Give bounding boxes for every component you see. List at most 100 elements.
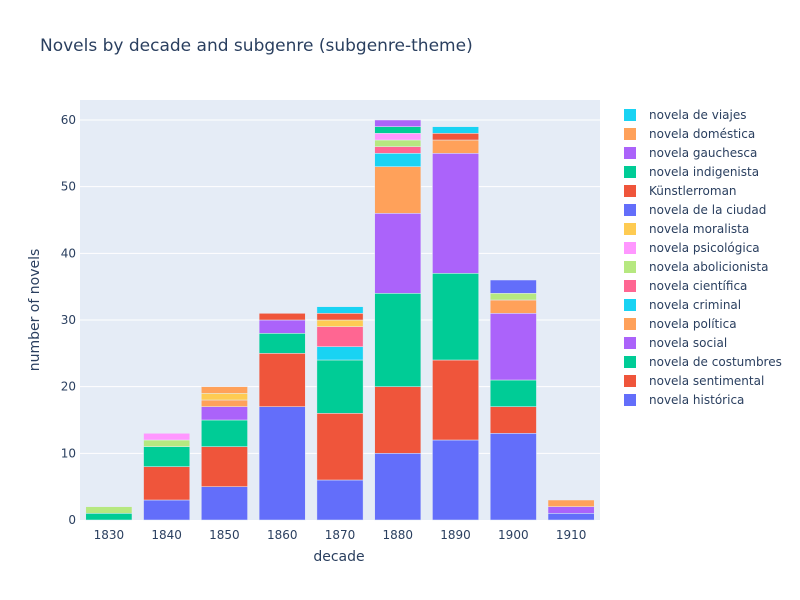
y-axis-title: number of novels (27, 249, 43, 372)
bar-segment (432, 359, 479, 441)
bar-segment (258, 333, 306, 354)
legend-item[interactable]: novela doméstica (624, 127, 755, 141)
bar-segment (489, 293, 537, 301)
bar-segment (374, 386, 422, 454)
bar-segment (85, 506, 133, 514)
legend-item[interactable]: novela criminal (624, 298, 741, 312)
legend-swatch (624, 280, 636, 292)
legend-label: novela sentimental (649, 374, 764, 388)
bar-segment (201, 399, 248, 407)
x-axis-ticks: 1830 1840 1850 1860 1870 1880 1890 1900 1910 (94, 528, 587, 542)
y-tick-label: 60 (61, 113, 76, 127)
legend-swatch (624, 356, 636, 368)
bar-segment (489, 299, 537, 314)
x-tick-label: 1890 (440, 528, 471, 542)
legend-swatch (624, 109, 636, 121)
legend-item[interactable]: novela de la ciudad (624, 203, 766, 217)
bar-segment (316, 313, 364, 321)
y-tick-label: 10 (61, 446, 76, 460)
x-tick-label: 1860 (267, 528, 298, 542)
bar-segment (374, 133, 422, 141)
bar-segment (489, 279, 537, 294)
legend-item[interactable]: novela sentimental (624, 374, 764, 388)
bar-segment (258, 313, 306, 321)
legend-label: novela de viajes (649, 108, 747, 122)
y-axis-ticks: 0 10 20 30 40 50 60 (61, 113, 76, 527)
x-tick-label: 1910 (556, 528, 587, 542)
bar-segment (316, 306, 364, 314)
y-tick-label: 0 (68, 513, 76, 527)
bar-segment (201, 393, 248, 401)
legend-label: novela científica (649, 279, 747, 293)
legend-label: novela de la ciudad (649, 203, 766, 217)
x-tick-label: 1900 (498, 528, 529, 542)
legend-label: Künstlerroman (649, 184, 737, 198)
legend-label: novela histórica (649, 393, 744, 407)
bar-segment (489, 433, 537, 521)
bar-segment (432, 126, 479, 134)
legend-swatch (624, 166, 636, 178)
legend-swatch (624, 394, 636, 406)
bar-segment (143, 466, 191, 501)
legend-swatch (624, 223, 636, 235)
legend-item[interactable]: novela indigenista (624, 165, 759, 179)
legend-swatch (624, 147, 636, 159)
bars (85, 119, 595, 521)
legend-swatch (624, 299, 636, 311)
bar-segment (201, 406, 248, 421)
legend-swatch (624, 185, 636, 197)
legend-label: novela política (649, 317, 737, 331)
legend-swatch (624, 261, 636, 273)
bar-segment (374, 166, 422, 214)
bar-segment (258, 353, 306, 407)
legend-swatch (624, 204, 636, 216)
bar-segment (316, 346, 364, 361)
bar-segment (201, 486, 248, 521)
y-tick-label: 30 (61, 313, 76, 327)
bar-segment (374, 139, 422, 147)
bar-segment (143, 446, 191, 467)
bar-segment (316, 479, 364, 521)
bar-segment (547, 513, 595, 521)
bar-segment (489, 313, 537, 381)
bar-segment (374, 153, 422, 167)
bar-segment (201, 446, 248, 487)
legend-item[interactable]: novela de viajes (624, 108, 747, 122)
legend-item[interactable]: novela histórica (624, 393, 744, 407)
legend-swatch (624, 318, 636, 330)
legend-label: novela social (649, 336, 727, 350)
bar-segment (85, 513, 133, 521)
legend-item[interactable]: novela social (624, 336, 727, 350)
bar-segment (258, 406, 306, 521)
bar-segment (316, 413, 364, 481)
legend-label: novela abolicionista (649, 260, 768, 274)
x-tick-label: 1850 (209, 528, 240, 542)
legend-item[interactable]: novela científica (624, 279, 747, 293)
x-tick-label: 1880 (383, 528, 414, 542)
bar-segment (258, 319, 306, 334)
legend-item[interactable]: Künstlerroman (624, 184, 737, 198)
bar-segment (374, 213, 422, 294)
bar-segment (489, 406, 537, 434)
bar-segment (547, 499, 595, 507)
y-tick-label: 20 (61, 380, 76, 394)
legend-label: novela moralista (649, 222, 749, 236)
x-tick-label: 1830 (94, 528, 125, 542)
legend-item[interactable]: novela moralista (624, 222, 749, 236)
bar-segment (432, 153, 479, 274)
bar-segment (432, 133, 479, 141)
x-tick-label: 1870 (325, 528, 356, 542)
legend-item[interactable]: novela abolicionista (624, 260, 768, 274)
bar-segment (143, 499, 191, 521)
x-tick-label: 1840 (151, 528, 182, 542)
legend-item[interactable]: novela psicológica (624, 241, 760, 255)
bar-segment (201, 386, 248, 394)
bar-segment (316, 359, 364, 414)
legend-item[interactable]: novela política (624, 317, 737, 331)
legend-item[interactable]: novela gauchesca (624, 146, 757, 160)
legend-swatch (624, 128, 636, 140)
legend-item[interactable]: novela de costumbres (624, 355, 782, 369)
bar-segment (316, 326, 364, 347)
